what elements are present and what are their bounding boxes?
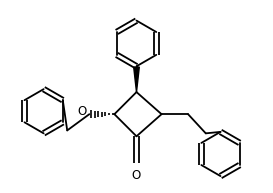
Polygon shape <box>134 67 139 92</box>
Text: O: O <box>78 105 87 118</box>
Text: O: O <box>132 169 141 182</box>
